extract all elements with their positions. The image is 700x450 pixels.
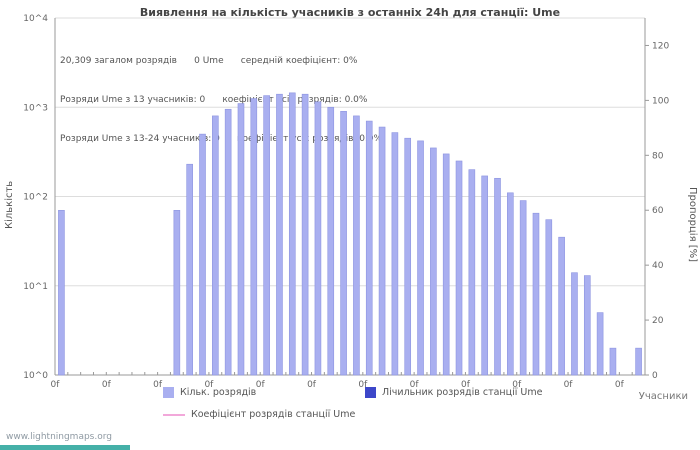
bar <box>250 98 258 376</box>
bar <box>455 160 463 376</box>
legend-label-station-counter: Лічильник розрядів станції Ume <box>382 387 543 398</box>
bar <box>237 103 245 376</box>
y-tick-label-left: 10^3 <box>23 103 48 113</box>
x-tick-label: 0f <box>564 380 574 390</box>
x-tick-label: 0f <box>512 380 522 390</box>
x-tick-label: 0f <box>51 380 61 390</box>
y-tick-label-right: 80 <box>652 151 664 161</box>
annotation-line-13: Розряди Ume з 13 учасників: 0 коефіцієнт… <box>60 95 368 105</box>
bar <box>224 108 232 376</box>
y-tick-label-right: 40 <box>652 261 664 271</box>
bar <box>391 132 399 376</box>
y-tick-label-left: 10^2 <box>23 193 48 203</box>
bar <box>468 169 476 376</box>
y-tick-label-right: 100 <box>652 96 669 106</box>
bar <box>583 275 591 376</box>
bar <box>288 92 296 376</box>
x-tick-label: 0f <box>204 380 214 390</box>
x-tick-label: 0f <box>307 380 317 390</box>
annotation-line-total: 20,309 загалом розрядів 0 Ume середній к… <box>60 56 358 66</box>
bar <box>276 93 283 376</box>
bar <box>635 347 642 376</box>
y-tick-label-right: 0 <box>652 371 658 381</box>
x-tick-label: 0f <box>615 380 625 390</box>
legend-item-strike-count: Кільк. розрядів <box>163 387 256 398</box>
x-tick-label: 0f <box>410 380 420 390</box>
bar <box>340 111 347 376</box>
footer-link[interactable]: www.lightningmaps.org <box>6 432 112 442</box>
bar <box>481 175 488 376</box>
legend-swatch-station-ratio <box>163 413 185 416</box>
legend-label-station-ratio: Коефіцієнт розрядів станції Ume <box>191 409 356 420</box>
chart-title: Виявлення на кількість учасників з остан… <box>139 6 561 19</box>
bar <box>404 137 412 376</box>
bar <box>263 95 270 376</box>
y-tick-label-left: 10^4 <box>23 14 48 24</box>
x-tick-label: 0f <box>256 380 266 390</box>
bar <box>442 153 450 376</box>
bar <box>519 200 527 376</box>
bar <box>596 312 604 376</box>
bar <box>327 106 335 376</box>
bar <box>173 210 181 376</box>
bar <box>494 177 501 376</box>
y-tick-label-right: 20 <box>652 316 664 326</box>
x-tick-label: 0f <box>358 380 368 390</box>
x-axis-label: Учасники <box>638 391 688 402</box>
legend-item-station-ratio: Коефіцієнт розрядів станції Ume <box>163 409 355 420</box>
brand-bar <box>0 445 130 450</box>
bar <box>301 93 309 376</box>
bar <box>558 236 565 376</box>
bar <box>417 140 424 376</box>
x-tick-label: 0f <box>102 380 112 390</box>
x-tick-label: 0f <box>153 380 163 390</box>
bar <box>314 101 322 376</box>
legend-item-station-counter: Лічильник розрядів станції Ume <box>365 387 542 398</box>
bar <box>212 115 219 376</box>
annotations-block: 20,309 загалом розрядів 0 Ume середній к… <box>60 29 382 172</box>
x-tick-label: 0f <box>461 380 471 390</box>
y-tick-label-left: 10^0 <box>23 371 48 381</box>
y-axis-label-left: Кількість <box>4 180 15 230</box>
y-axis-label-right: Пропорція [%] <box>687 187 698 263</box>
bar <box>507 192 514 376</box>
bar <box>365 120 373 376</box>
bar <box>58 210 65 376</box>
bar <box>186 163 193 376</box>
bar <box>571 272 578 376</box>
legend-label-strike-count: Кільк. розрядів <box>180 387 257 398</box>
y-tick-label-right: 120 <box>652 41 669 51</box>
y-tick-label-right: 60 <box>652 206 664 216</box>
bar <box>378 126 386 376</box>
bar <box>532 212 540 376</box>
y-tick-label-left: 10^1 <box>23 282 48 292</box>
bar <box>545 219 553 376</box>
bar <box>353 115 360 376</box>
bar <box>609 347 617 376</box>
bar <box>430 147 437 376</box>
legend-swatch-station-counter <box>365 387 376 398</box>
bar <box>199 133 206 376</box>
legend-swatch-strike-count <box>163 387 174 398</box>
